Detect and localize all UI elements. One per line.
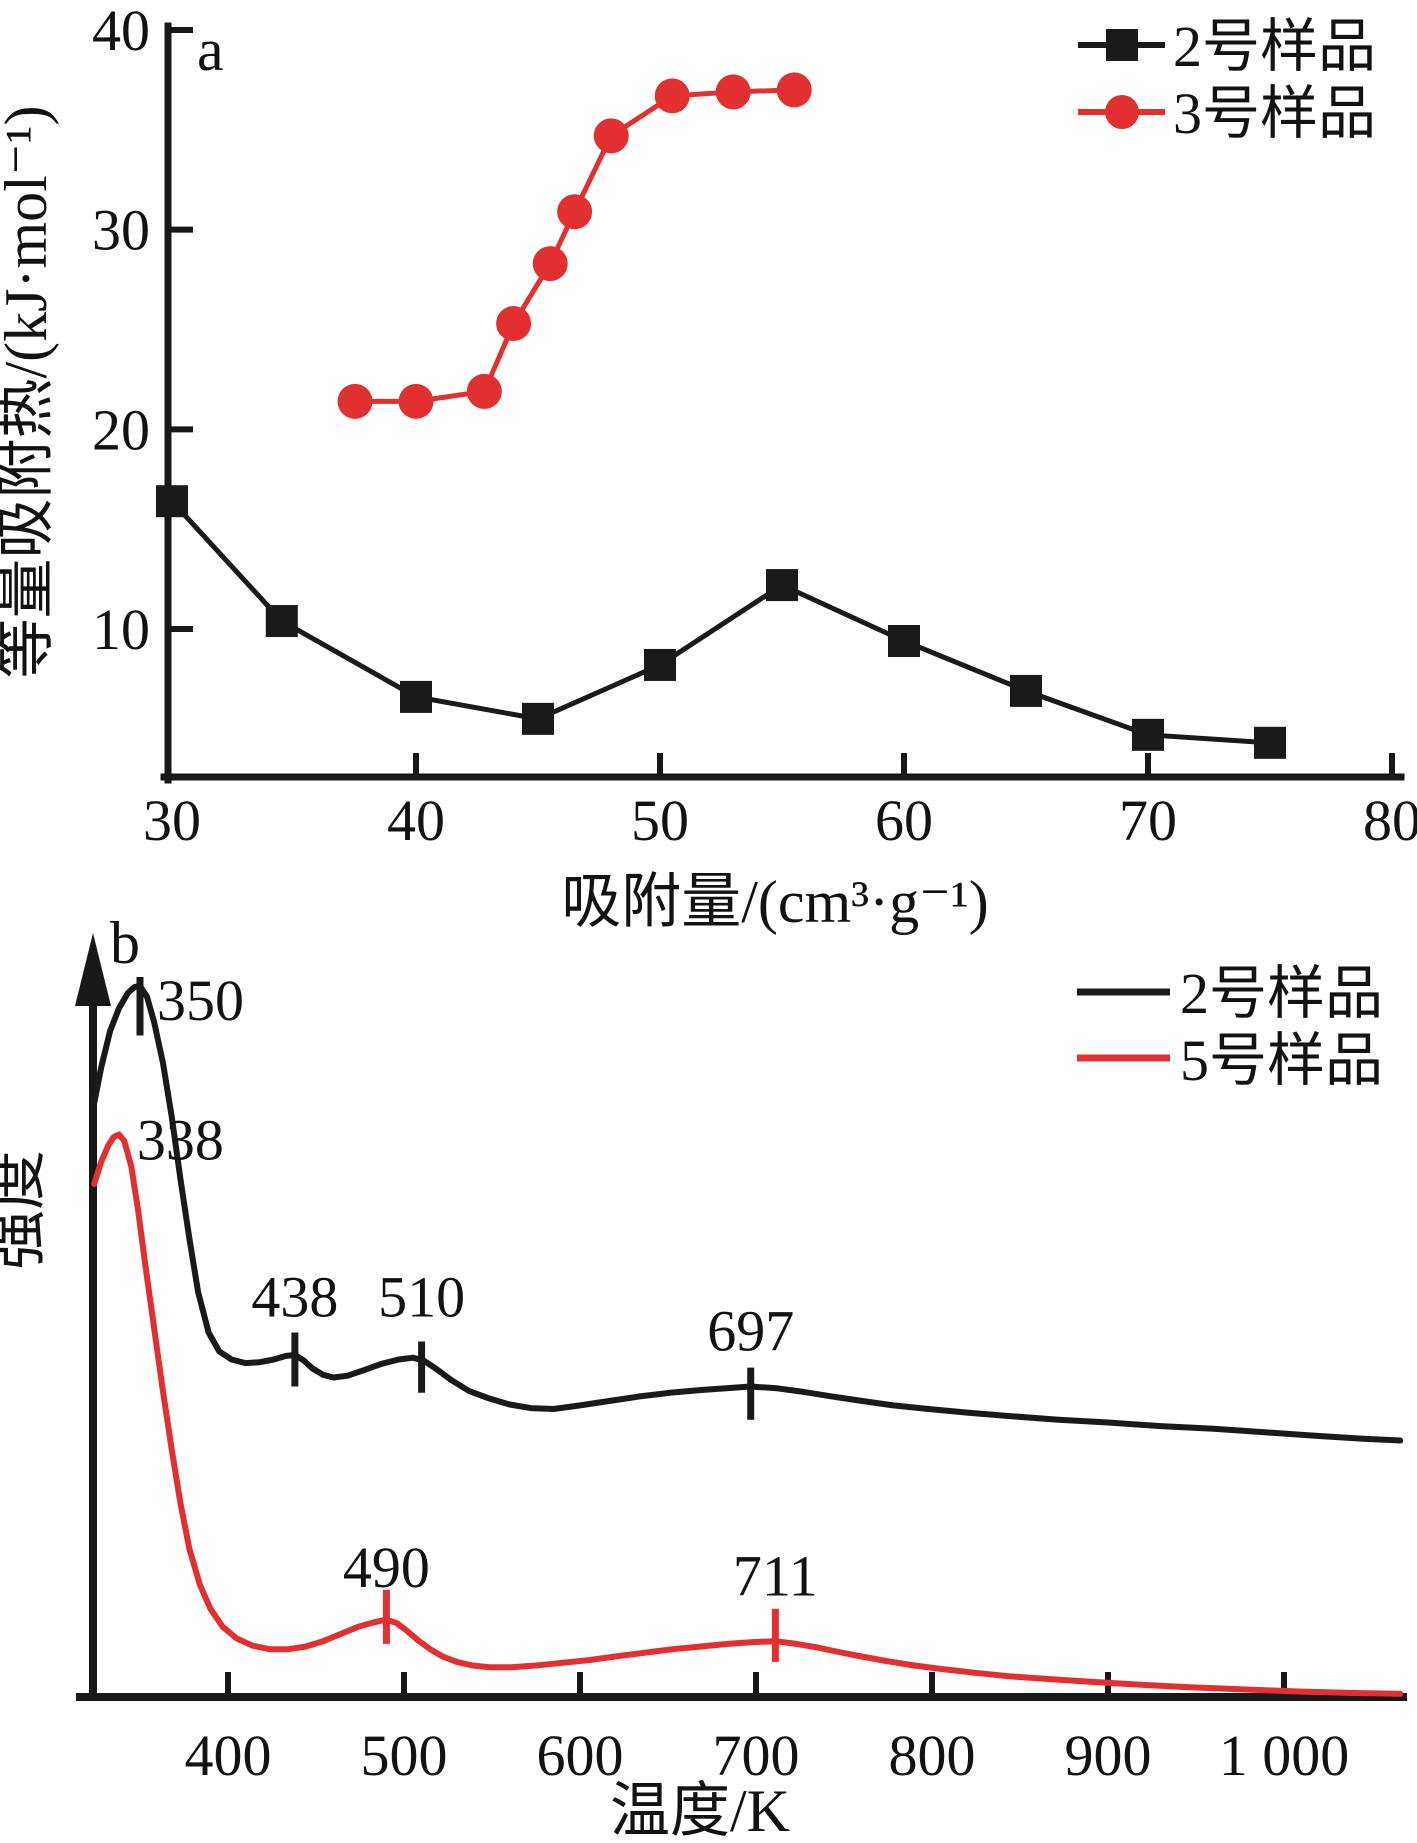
a-data-point-circle (466, 373, 502, 409)
peak-label: 490 (343, 1535, 430, 1600)
a-x-tick-label: 40 (387, 788, 445, 853)
b-x-tick-label: 600 (537, 1723, 624, 1788)
a-axes: 10 20 30 40 30 40 50 60 70 80 (92, 0, 1417, 853)
a-legend-circle-marker (1105, 95, 1139, 129)
a-data-point-circle (337, 383, 373, 419)
b-x-tick-label: 900 (1065, 1723, 1152, 1788)
a-legend-square-marker (1106, 29, 1138, 61)
a-data-point-square (265, 605, 298, 638)
a-legend-label-sample2: 2号样品 (1173, 14, 1376, 79)
a-series-1 (156, 485, 1286, 759)
peak-annotation-490: 490 (343, 1535, 430, 1644)
a-x-tick-label: 70 (1119, 788, 1177, 853)
peak-label: 711 (733, 1543, 818, 1608)
a-y-tick-label: 20 (92, 397, 150, 462)
b-legend-label-sample2: 2号样品 (1180, 961, 1383, 1026)
a-data-point-square (644, 648, 676, 681)
b-peak-annotations: 350 338 438 510 697 490 711 (136, 968, 818, 1662)
a-y-tick-label: 40 (92, 0, 150, 63)
peak-label: 510 (378, 1264, 465, 1329)
a-data-point-circle (776, 72, 812, 108)
a-data-point-square (888, 624, 920, 657)
a-y-tick-label: 10 (92, 597, 150, 662)
b-x-tick-label: 800 (889, 1723, 976, 1788)
b-y-axis-title: 强度 (0, 1150, 51, 1270)
peak-annotation-510: 510 (378, 1264, 465, 1393)
a-data-point-circle (496, 306, 532, 342)
peak-label: 338 (137, 1108, 224, 1173)
a-data-point-square (156, 485, 188, 518)
a-legend: 2号样品 3号样品 (1078, 14, 1376, 146)
a-data-point-square (1254, 726, 1286, 759)
b-x-tick-label: 700 (713, 1723, 800, 1788)
a-data-point-square (766, 569, 798, 602)
panel-b-label: b (110, 910, 140, 976)
a-x-axis-title: 吸附量/(cm³·g⁻¹) (561, 869, 989, 935)
b-x-tick-label: 400 (185, 1723, 272, 1788)
a-data-point-circle (532, 246, 568, 282)
a-data-point-circle (557, 194, 593, 230)
b-x-tick-label: 500 (361, 1723, 448, 1788)
panel-a: 10 20 30 40 30 40 50 60 70 80 a 吸附量/(cm³·g⁻¹) 等量吸… (0, 0, 1417, 935)
b-legend: 2号样品 5号样品 (1077, 961, 1383, 1093)
a-data-point-square (1010, 674, 1042, 707)
a-legend-label-sample3: 3号样品 (1173, 81, 1376, 146)
peak-label: 697 (707, 1299, 794, 1364)
a-y-axis-title: 等量吸附热/(kJ·mol⁻¹) (0, 106, 59, 679)
peak-annotation-350: 350 (136, 968, 244, 1036)
peak-annotation-338: 338 (137, 1108, 224, 1173)
peak-annotation-697: 697 (707, 1299, 794, 1420)
a-data-point-circle (654, 78, 690, 114)
b-y-axis-arrowhead (75, 933, 111, 1006)
peak-annotation-711: 711 (733, 1543, 818, 1662)
peak-annotation-438: 438 (251, 1264, 338, 1387)
b-series (91, 983, 1404, 1697)
b-x-axis-title: 温度/K (610, 1778, 790, 1843)
b-x-tick-label: 1 000 (1219, 1723, 1350, 1788)
a-series-2 (337, 72, 812, 419)
a-data-point-circle (593, 118, 629, 154)
a-y-tick-label: 30 (92, 198, 150, 263)
a-series-line (355, 87, 795, 404)
peak-label: 438 (251, 1264, 338, 1329)
panel-a-label: a (197, 17, 224, 83)
a-x-tick-label: 60 (875, 788, 933, 853)
a-x-tick-label: 50 (631, 788, 689, 853)
a-x-tick-label: 80 (1363, 788, 1417, 853)
a-data-point-square (522, 702, 554, 735)
b-axes: 400 500 600 700 800 900 1 000 (75, 933, 1407, 1788)
a-data-point-circle (398, 383, 434, 419)
a-data-point-square (400, 680, 432, 713)
peak-label: 350 (157, 968, 244, 1033)
a-series (156, 72, 1286, 759)
a-data-point-square (1132, 718, 1164, 751)
a-series-line (170, 499, 1271, 746)
b-curve-1 (91, 983, 1404, 1444)
a-x-tick-label: 30 (143, 788, 201, 853)
a-data-point-circle (715, 74, 751, 110)
b-curve-2 (91, 1131, 1404, 1697)
b-legend-label-sample5: 5号样品 (1180, 1028, 1383, 1093)
